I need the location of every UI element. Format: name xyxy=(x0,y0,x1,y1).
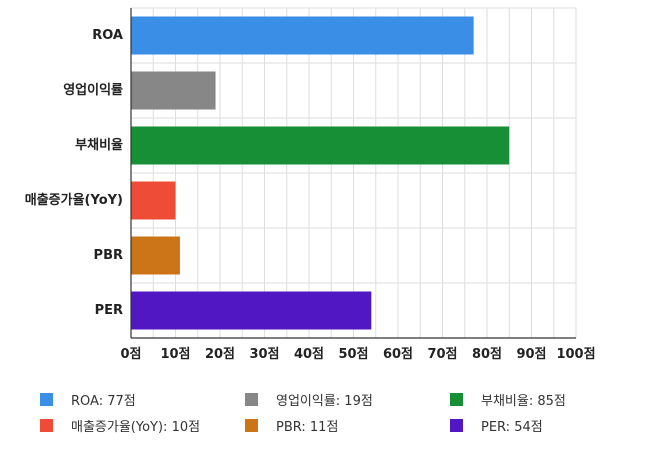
x-tick-label: 90점 xyxy=(516,347,546,362)
x-tick-label: 30점 xyxy=(249,347,279,362)
legend-label: ROA: 77점 xyxy=(71,394,136,409)
x-tick-label: 0점 xyxy=(120,347,141,362)
bar xyxy=(131,16,474,55)
legend-label: PBR: 11점 xyxy=(276,420,339,435)
axes xyxy=(130,8,576,339)
x-tick-label: 80점 xyxy=(472,347,502,362)
legend-label: 매출증가율(YoY): 10점 xyxy=(71,420,201,435)
x-tick-label: 20점 xyxy=(205,347,235,362)
bar xyxy=(131,291,372,330)
legend-label: 부채비율: 85점 xyxy=(481,394,566,409)
x-tick-label: 50점 xyxy=(338,347,368,362)
legend-item: ROA: 77점 xyxy=(40,390,136,409)
bar xyxy=(131,181,176,220)
category-label: 매출증가율(YoY) xyxy=(25,192,123,208)
bar xyxy=(131,236,180,275)
category-label: PBR xyxy=(94,248,123,263)
x-tick-label: 100점 xyxy=(556,347,595,362)
bars xyxy=(131,16,510,330)
legend-item: 부채비율: 85점 xyxy=(450,390,566,409)
category-label: 영업이익률 xyxy=(63,82,123,98)
grid xyxy=(130,7,577,339)
legend-swatch xyxy=(40,419,53,432)
legend-label: PER: 54점 xyxy=(481,420,543,435)
x-tick-label: 10점 xyxy=(160,347,190,362)
bar xyxy=(131,126,510,165)
x-tick-label: 70점 xyxy=(427,347,457,362)
legend-swatch xyxy=(450,393,463,406)
legend-item: 영업이익률: 19점 xyxy=(245,390,373,409)
legend-swatch xyxy=(40,393,53,406)
bar xyxy=(131,71,216,110)
x-tick-label: 40점 xyxy=(294,347,324,362)
legend-swatch xyxy=(245,393,258,406)
legend-swatch xyxy=(450,419,463,432)
category-label: 부채비율 xyxy=(75,137,123,153)
legend-swatch xyxy=(245,419,258,432)
legend-item: PBR: 11점 xyxy=(245,416,338,435)
legend-item: 매출증가율(YoY): 10점 xyxy=(40,416,200,435)
x-tick-label: 60점 xyxy=(383,347,413,362)
category-label: ROA xyxy=(92,28,123,43)
legend-label: 영업이익률: 19점 xyxy=(276,394,373,409)
category-label: PER xyxy=(95,303,123,318)
legend-item: PER: 54점 xyxy=(450,416,543,435)
